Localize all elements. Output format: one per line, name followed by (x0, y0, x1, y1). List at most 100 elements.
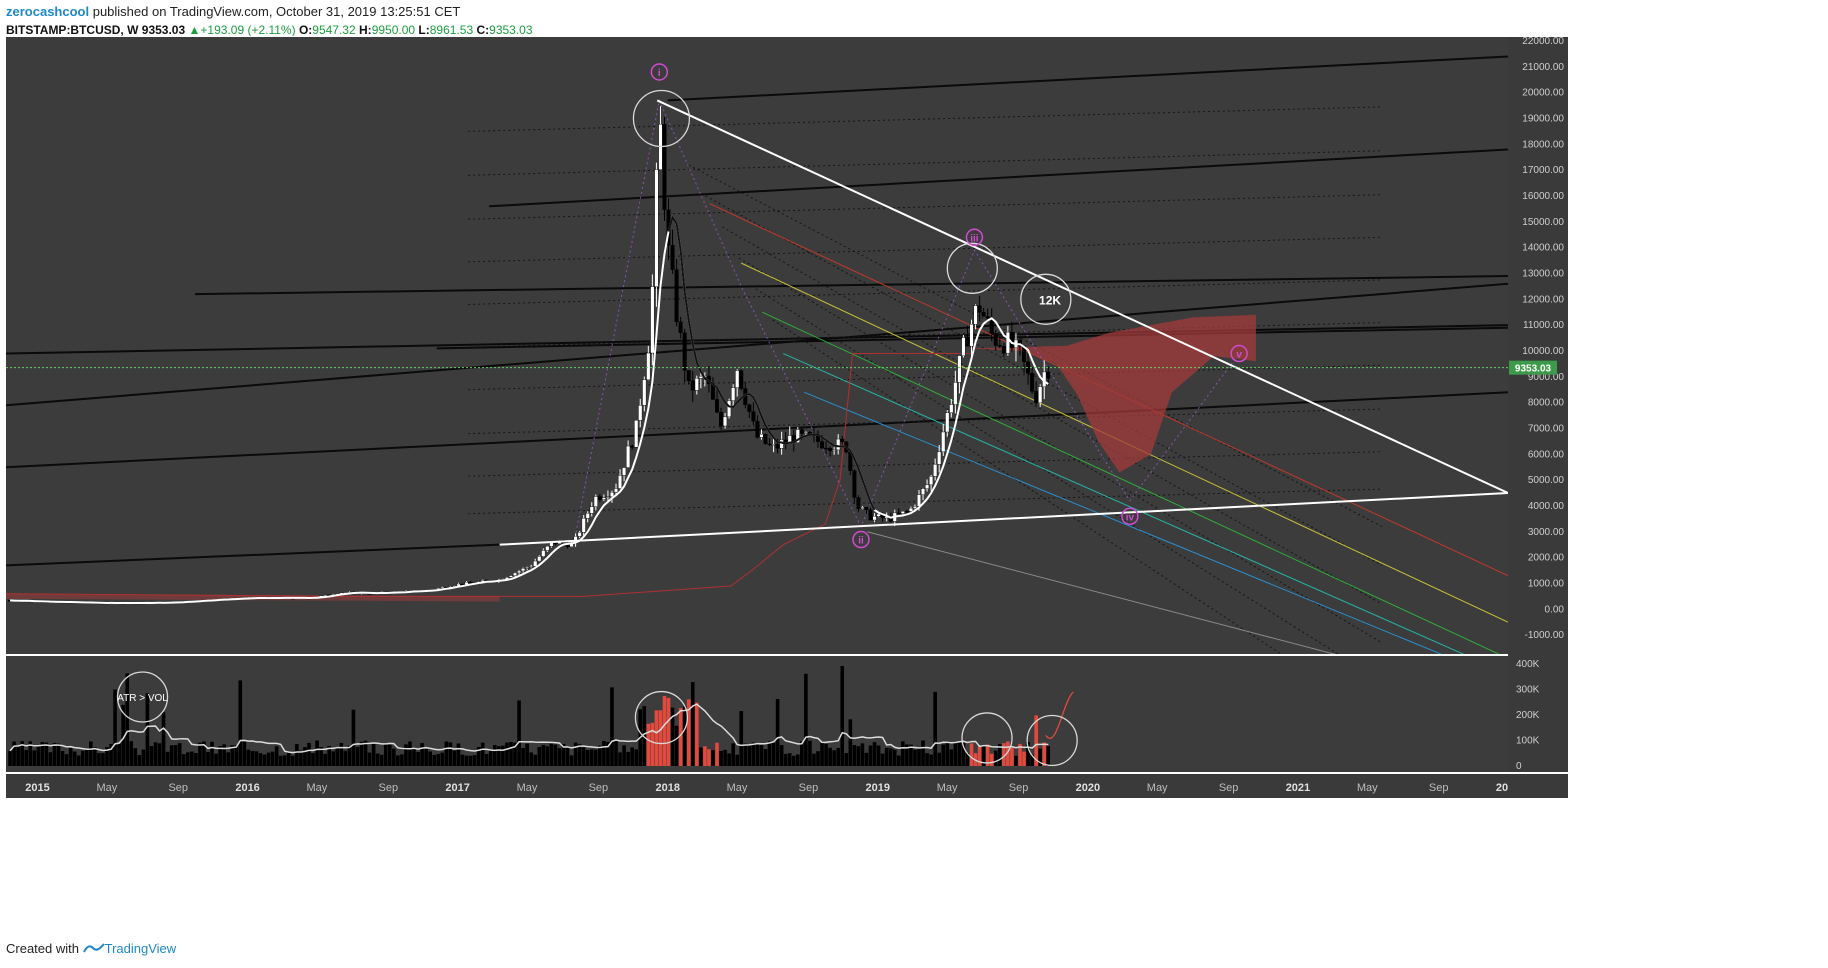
moving-average-line (9, 215, 1049, 605)
candle-body (1001, 346, 1006, 354)
volume-bar (218, 746, 222, 766)
y-tick-label: 9000.00 (1528, 372, 1565, 383)
channel-line (195, 275, 1508, 296)
volume-highlight-circle (634, 690, 689, 745)
highlight-circle (632, 89, 691, 148)
volume-bar (484, 753, 489, 766)
volume-bar (868, 745, 873, 766)
candle-body (929, 476, 934, 486)
volume-bar (686, 699, 691, 766)
volume-bar (420, 743, 424, 766)
y-tick-label: 5000.00 (1528, 475, 1565, 486)
volume-bar (739, 711, 744, 766)
volume-bar (165, 751, 170, 766)
volume-bar (521, 747, 525, 766)
volume-bar (48, 752, 53, 766)
volume-bar (97, 753, 101, 766)
wave-label: i (658, 68, 661, 79)
volume-bar (682, 706, 687, 766)
dotted-channel-line (468, 236, 1382, 263)
candle-body (993, 333, 998, 346)
candle-body (622, 467, 627, 476)
volume-bar (501, 745, 505, 766)
candle-body (836, 438, 841, 451)
volume-bar (800, 741, 804, 766)
candle-body (690, 380, 695, 391)
volume-bar (68, 748, 73, 766)
volume-bar (291, 755, 295, 766)
volume-bar (383, 743, 388, 766)
volume-bar (347, 745, 352, 766)
candle-body (630, 445, 635, 448)
volume-bar (440, 752, 445, 766)
volume-bar (76, 755, 81, 766)
volume-bar (278, 755, 283, 766)
volume-bar (981, 744, 986, 766)
atr-circle (116, 671, 169, 723)
volume-bar (751, 742, 756, 766)
volume-bar (117, 743, 121, 766)
candle-body (739, 370, 744, 389)
candle-body (767, 443, 772, 445)
candle-body (662, 124, 667, 210)
volume-bar (610, 687, 614, 766)
volume-highlight-circle (961, 712, 1013, 764)
candle-body (517, 570, 522, 574)
up-triangle-icon: ▲ (188, 23, 201, 37)
author-link[interactable]: zerocashcool (6, 4, 90, 19)
close-value: 9353.03 (489, 23, 533, 37)
candle-body (965, 337, 970, 347)
volume-bar (808, 740, 812, 766)
volume-bar (89, 741, 93, 766)
volume-bar (872, 742, 877, 766)
volume-drawings: ATR > VOL (8, 666, 1078, 767)
volume-bar (852, 745, 857, 766)
volume-bar (456, 743, 461, 766)
created-with-text: Created with (6, 941, 79, 956)
candle-body (783, 439, 788, 443)
volume-tick-label: 100K (1516, 736, 1540, 747)
tradingview-link[interactable]: TradingView (104, 941, 177, 956)
volume-bar (198, 742, 202, 766)
candle-body (638, 405, 643, 421)
dotted-channel-line (468, 488, 1382, 515)
volume-bar (957, 741, 962, 766)
candle-body (674, 269, 679, 323)
volume-bar (24, 750, 28, 766)
volume-bar (509, 742, 513, 766)
candle-body (763, 433, 768, 444)
volume-bar (602, 741, 606, 766)
volume-bar (161, 712, 166, 766)
volume-bar (173, 745, 178, 766)
volume-bar (303, 747, 307, 766)
volume-bar (796, 754, 800, 766)
volume-tick-label: 200K (1516, 710, 1540, 721)
candle-body (577, 532, 582, 537)
volume-bar (428, 751, 432, 766)
candle-body (864, 507, 869, 511)
volume-bar (80, 751, 85, 766)
volume-bar (678, 708, 683, 766)
candle-body (1017, 339, 1022, 347)
volume-bar (715, 742, 719, 766)
volume-bar (16, 745, 20, 766)
candle-body (605, 496, 610, 498)
candle-body (634, 420, 639, 448)
candle-body (581, 518, 586, 533)
volume-bar (185, 752, 190, 766)
wave-label: iv (1126, 512, 1135, 523)
y-tick-label: 7000.00 (1528, 423, 1565, 434)
volume-bar (622, 745, 626, 766)
x-tick-label: Sep (799, 782, 819, 794)
candle-body (521, 568, 526, 572)
volume-bar (864, 752, 869, 766)
candle-body (642, 379, 647, 406)
candle-body (933, 464, 938, 477)
volume-bar (905, 744, 909, 766)
colored-fan-line (867, 531, 1336, 654)
volume-bar (614, 741, 618, 766)
candle-body (735, 370, 740, 388)
volume-bar (941, 744, 946, 766)
volume-bar (585, 750, 590, 766)
